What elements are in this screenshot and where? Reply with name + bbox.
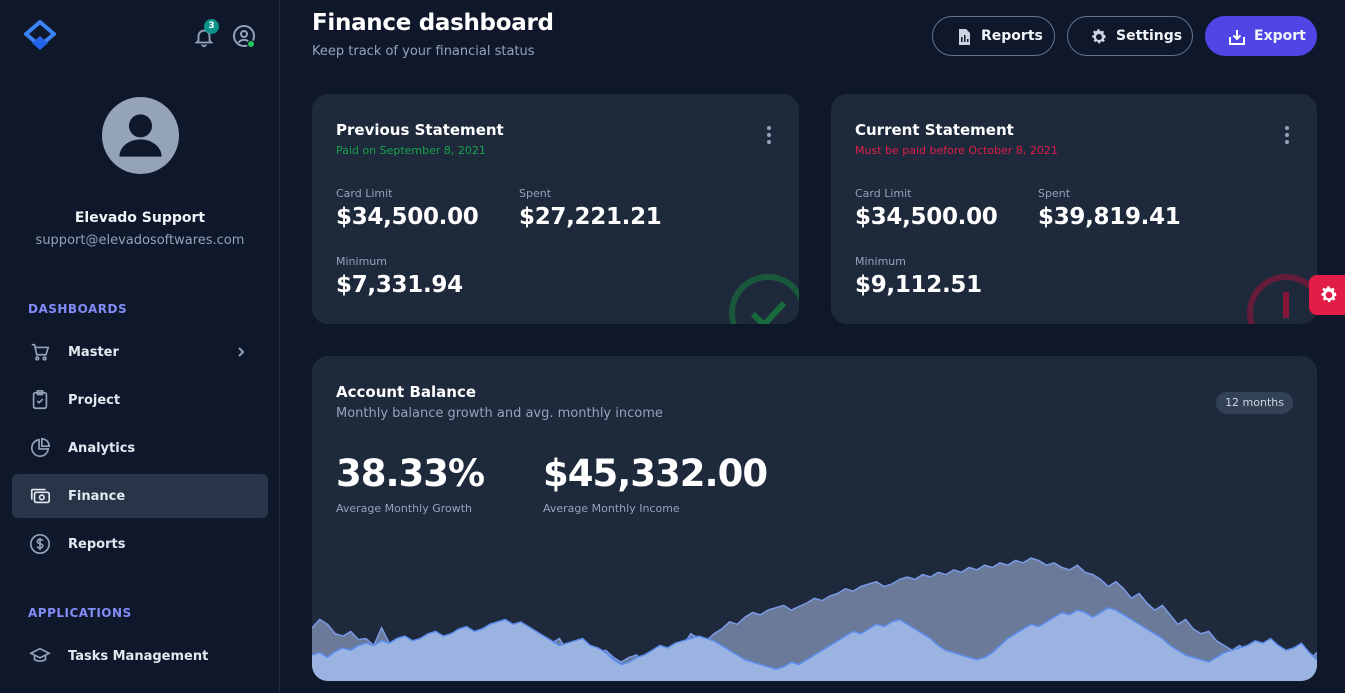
balance-area-chart — [312, 557, 1317, 681]
settings-button-label: Settings — [1116, 28, 1183, 44]
section-label-applications: APPLICATIONS — [28, 606, 132, 620]
growth-value: 38.33% — [336, 452, 485, 495]
settings-button[interactable]: Settings — [1067, 16, 1193, 56]
statement-status: Must be paid before October 8, 2021 — [855, 144, 1058, 157]
card-limit-value: $34,500.00 — [336, 204, 479, 230]
sidebar-item-label: Tasks Management — [68, 648, 209, 664]
sidebar-item-label: Project — [68, 392, 121, 408]
user-email: support@elevadosoftwares.com — [35, 233, 245, 248]
reports-button[interactable]: Reports — [932, 16, 1055, 56]
logo-icon[interactable] — [24, 20, 56, 52]
sidebar-item-label: Finance — [68, 488, 126, 504]
clipboard-icon — [32, 390, 48, 410]
minimum-value: $7,331.94 — [336, 272, 463, 298]
spent-value: $39,819.41 — [1038, 204, 1181, 230]
chart-area-series-2 — [312, 607, 1317, 681]
sidebar-item-master[interactable]: Master — [12, 330, 268, 374]
cash-icon — [30, 488, 50, 504]
check-circle-icon — [729, 274, 799, 324]
range-badge[interactable]: 12 months — [1216, 392, 1293, 414]
card-subtitle: Monthly balance growth and avg. monthly … — [336, 406, 663, 421]
growth-label: Average Monthly Growth — [336, 502, 473, 515]
exclamation-circle-icon — [1247, 274, 1317, 324]
reports-button-label: Reports — [981, 28, 1043, 44]
sidebar-item-reports[interactable]: Reports — [12, 522, 268, 566]
sidebar-item-label: Reports — [68, 536, 126, 552]
current-statement-card: Current Statement Must be paid before Oc… — [831, 94, 1317, 324]
page-title: Finance dashboard — [312, 10, 554, 36]
account-balance-card: Account Balance Monthly balance growth a… — [312, 356, 1317, 681]
minimum-label: Minimum — [336, 255, 387, 268]
spent-label: Spent — [519, 187, 552, 200]
card-limit-label: Card Limit — [855, 187, 912, 200]
export-button[interactable]: Export — [1205, 16, 1317, 56]
more-vertical-icon[interactable] — [1285, 126, 1289, 144]
sidebar-item-label: Analytics — [68, 440, 136, 456]
dollar-icon — [30, 534, 50, 554]
pie-chart-icon — [30, 438, 50, 458]
spent-value: $27,221.21 — [519, 204, 662, 230]
graduation-cap-icon — [29, 647, 51, 662]
card-limit-label: Card Limit — [336, 187, 393, 200]
sidebar-item-tasks-management[interactable]: Tasks Management — [12, 634, 268, 678]
sidebar-item-label: Master — [68, 344, 119, 360]
minimum-label: Minimum — [855, 255, 906, 268]
user-avatar-icon — [102, 97, 179, 174]
gear-icon — [1092, 29, 1107, 44]
statement-status: Paid on September 8, 2021 — [336, 144, 486, 157]
sidebar-item-analytics[interactable]: Analytics — [12, 426, 268, 470]
notification-badge: 3 — [204, 19, 219, 34]
sidebar-item-finance[interactable]: Finance — [12, 474, 268, 518]
section-label-dashboards: DASHBOARDS — [28, 302, 128, 316]
card-title: Previous Statement — [336, 121, 504, 139]
settings-drawer-toggle[interactable] — [1309, 275, 1345, 315]
minimum-value: $9,112.51 — [855, 272, 982, 298]
cart-icon — [31, 343, 50, 361]
income-value: $45,332.00 — [543, 452, 768, 495]
bell-icon[interactable] — [193, 26, 215, 48]
chart-line-series-2 — [312, 606, 1317, 670]
page-subtitle: Keep track of your financial status — [312, 44, 535, 59]
export-button-label: Export — [1254, 28, 1306, 44]
card-title: Current Statement — [855, 121, 1014, 139]
more-vertical-icon[interactable] — [767, 126, 771, 144]
sidebar: 3 Elevado Support support@elevadosoftwar… — [0, 0, 280, 693]
online-status-dot — [247, 40, 255, 48]
sidebar-item-project[interactable]: Project — [12, 378, 268, 422]
document-icon — [959, 29, 970, 45]
spent-label: Spent — [1038, 187, 1071, 200]
gear-icon — [1321, 286, 1337, 303]
user-name: Elevado Support — [74, 210, 206, 226]
download-tray-icon — [1229, 30, 1245, 45]
income-label: Average Monthly Income — [543, 502, 680, 515]
card-limit-value: $34,500.00 — [855, 204, 998, 230]
chevron-right-icon — [238, 347, 245, 357]
card-title: Account Balance — [336, 383, 477, 401]
previous-statement-card: Previous Statement Paid on September 8, … — [312, 94, 799, 324]
